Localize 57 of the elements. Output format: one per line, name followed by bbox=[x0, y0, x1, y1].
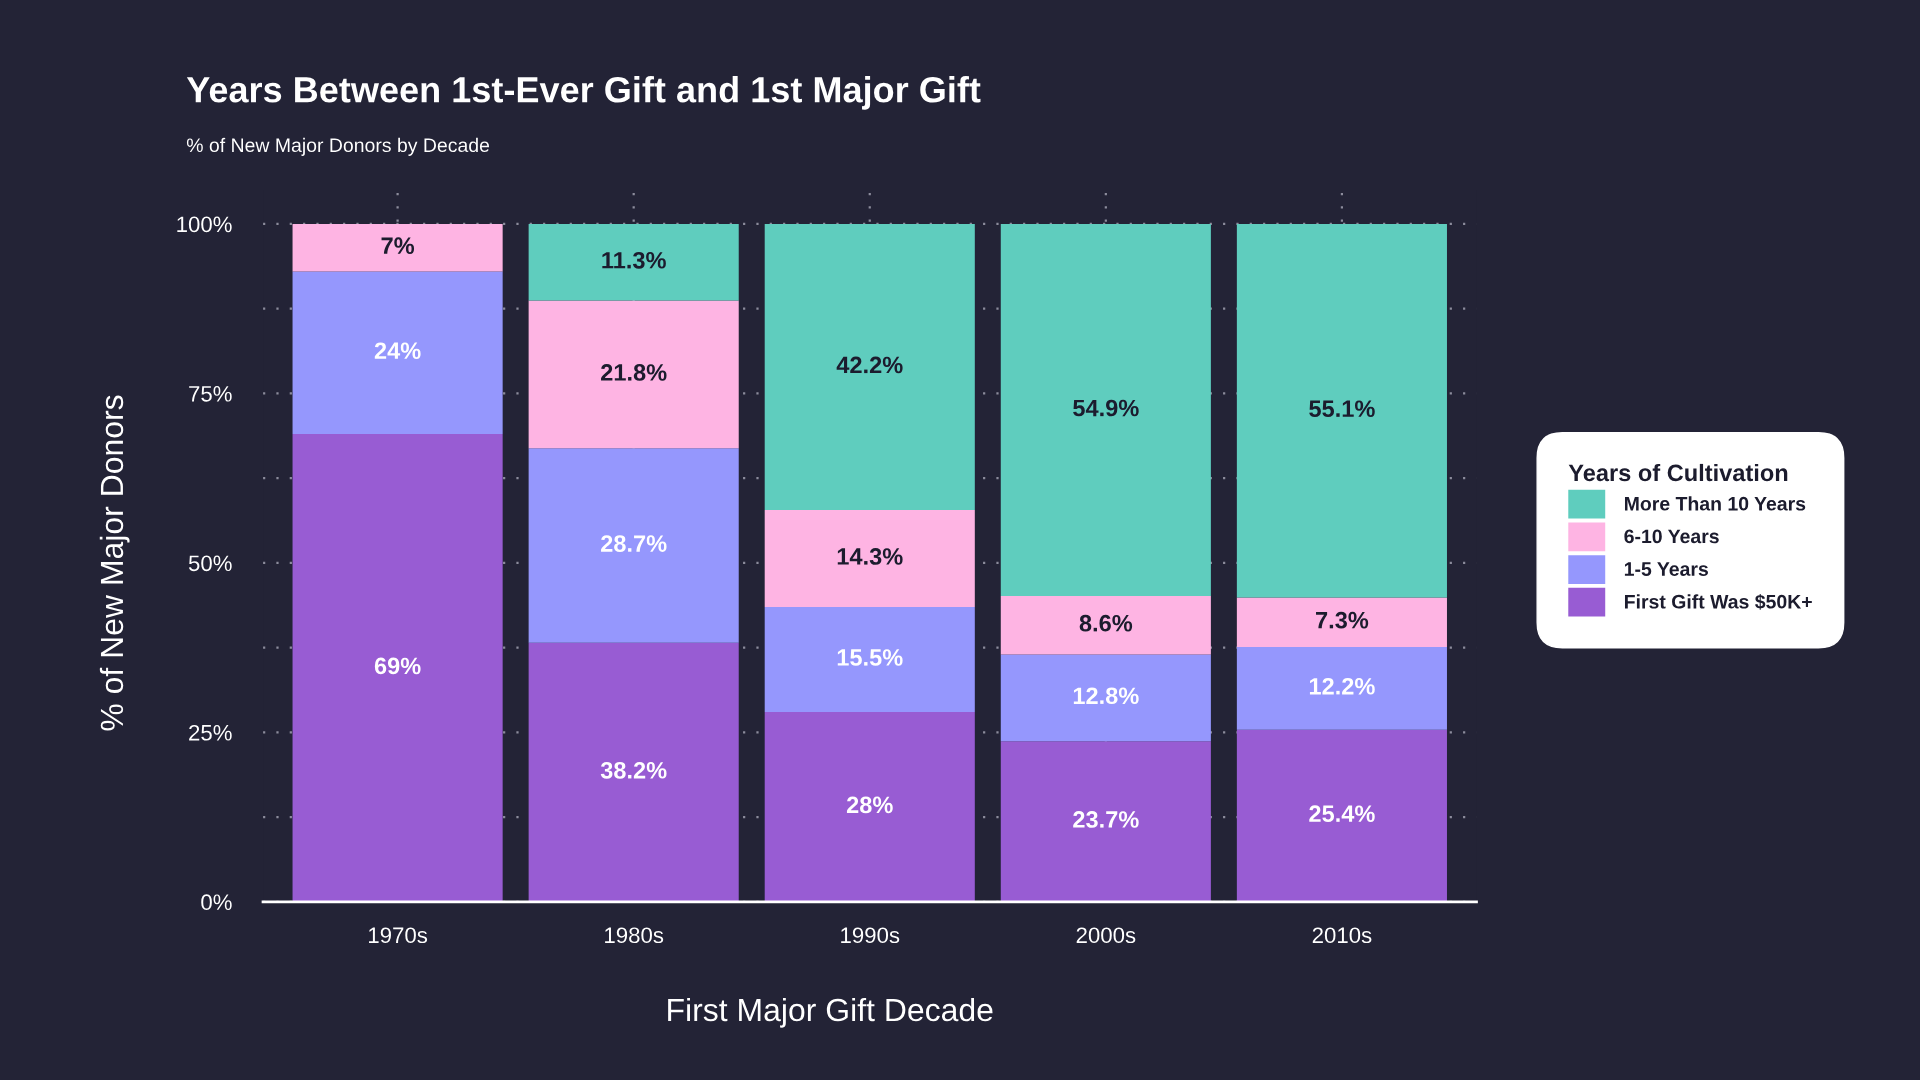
data-label: 7.3% bbox=[1316, 611, 1369, 629]
data-label: 28% bbox=[846, 796, 893, 814]
legend-label: First Gift Was $50K+ bbox=[1624, 593, 1812, 610]
x-tick-label: 2000s bbox=[1076, 927, 1136, 944]
legend-title: Years of Cultivation bbox=[1568, 463, 1788, 482]
y-tick-label: 0% bbox=[201, 894, 232, 911]
y-tick-label: 50% bbox=[188, 555, 232, 572]
data-label: 23.7% bbox=[1073, 811, 1139, 828]
data-label: 24% bbox=[374, 342, 421, 360]
data-label: 14.3% bbox=[837, 548, 903, 565]
bar bbox=[528, 223, 739, 301]
data-label: 7% bbox=[381, 237, 415, 254]
bar bbox=[1000, 596, 1211, 655]
x-tick-label: 1990s bbox=[841, 927, 900, 944]
x-tick-label: 1980s bbox=[605, 927, 664, 944]
bar bbox=[764, 712, 975, 902]
bar bbox=[292, 223, 503, 272]
data-label: 15.5% bbox=[837, 649, 903, 666]
bar bbox=[764, 606, 975, 713]
data-label: 25.4% bbox=[1309, 805, 1375, 823]
bar bbox=[1236, 729, 1447, 902]
x-tick-label: 2010s bbox=[1312, 927, 1372, 944]
bar bbox=[292, 271, 503, 435]
y-axis-title: % of New Major Donors bbox=[99, 395, 130, 731]
legend-label: 1-5 Years bbox=[1624, 562, 1708, 576]
legend-label: 6-10 Years bbox=[1624, 529, 1719, 544]
data-label: 8.6% bbox=[1079, 614, 1133, 632]
data-label: 28.7% bbox=[601, 535, 667, 552]
x-tick-label: 1970s bbox=[369, 927, 428, 944]
bar bbox=[528, 642, 739, 902]
bar bbox=[764, 510, 975, 607]
data-label: 11.3% bbox=[602, 251, 666, 269]
bar bbox=[528, 300, 739, 449]
bar bbox=[1000, 741, 1211, 902]
y-tick-label: 75% bbox=[189, 386, 232, 402]
data-label: 54.9% bbox=[1073, 399, 1139, 417]
bar bbox=[1000, 654, 1211, 742]
y-tick-label: 25% bbox=[189, 724, 232, 741]
bar bbox=[1236, 646, 1447, 730]
chart-title: Years Between 1st-Ever Gift and 1st Major Gift bbox=[186, 76, 981, 110]
y-tick-label: 100% bbox=[177, 216, 232, 233]
bar bbox=[528, 448, 739, 643]
bar bbox=[764, 223, 975, 511]
data-label: 69% bbox=[374, 657, 421, 675]
bar bbox=[1236, 223, 1447, 598]
data-label: 55.1% bbox=[1309, 400, 1375, 418]
data-label: 12.2% bbox=[1309, 677, 1375, 695]
legend-label: More Than 10 Years bbox=[1624, 496, 1806, 511]
x-axis-title: First Major Gift Decade bbox=[668, 997, 993, 1028]
bar bbox=[292, 434, 503, 902]
chart-subtitle: % of New Major Donors by Decade bbox=[186, 137, 490, 156]
data-label: 38.2% bbox=[600, 761, 667, 779]
data-label: 42.2% bbox=[836, 356, 903, 374]
data-label: 21.8% bbox=[601, 364, 667, 381]
bar bbox=[1236, 597, 1447, 647]
bar bbox=[1000, 223, 1211, 597]
data-label: 12.8% bbox=[1073, 687, 1139, 705]
